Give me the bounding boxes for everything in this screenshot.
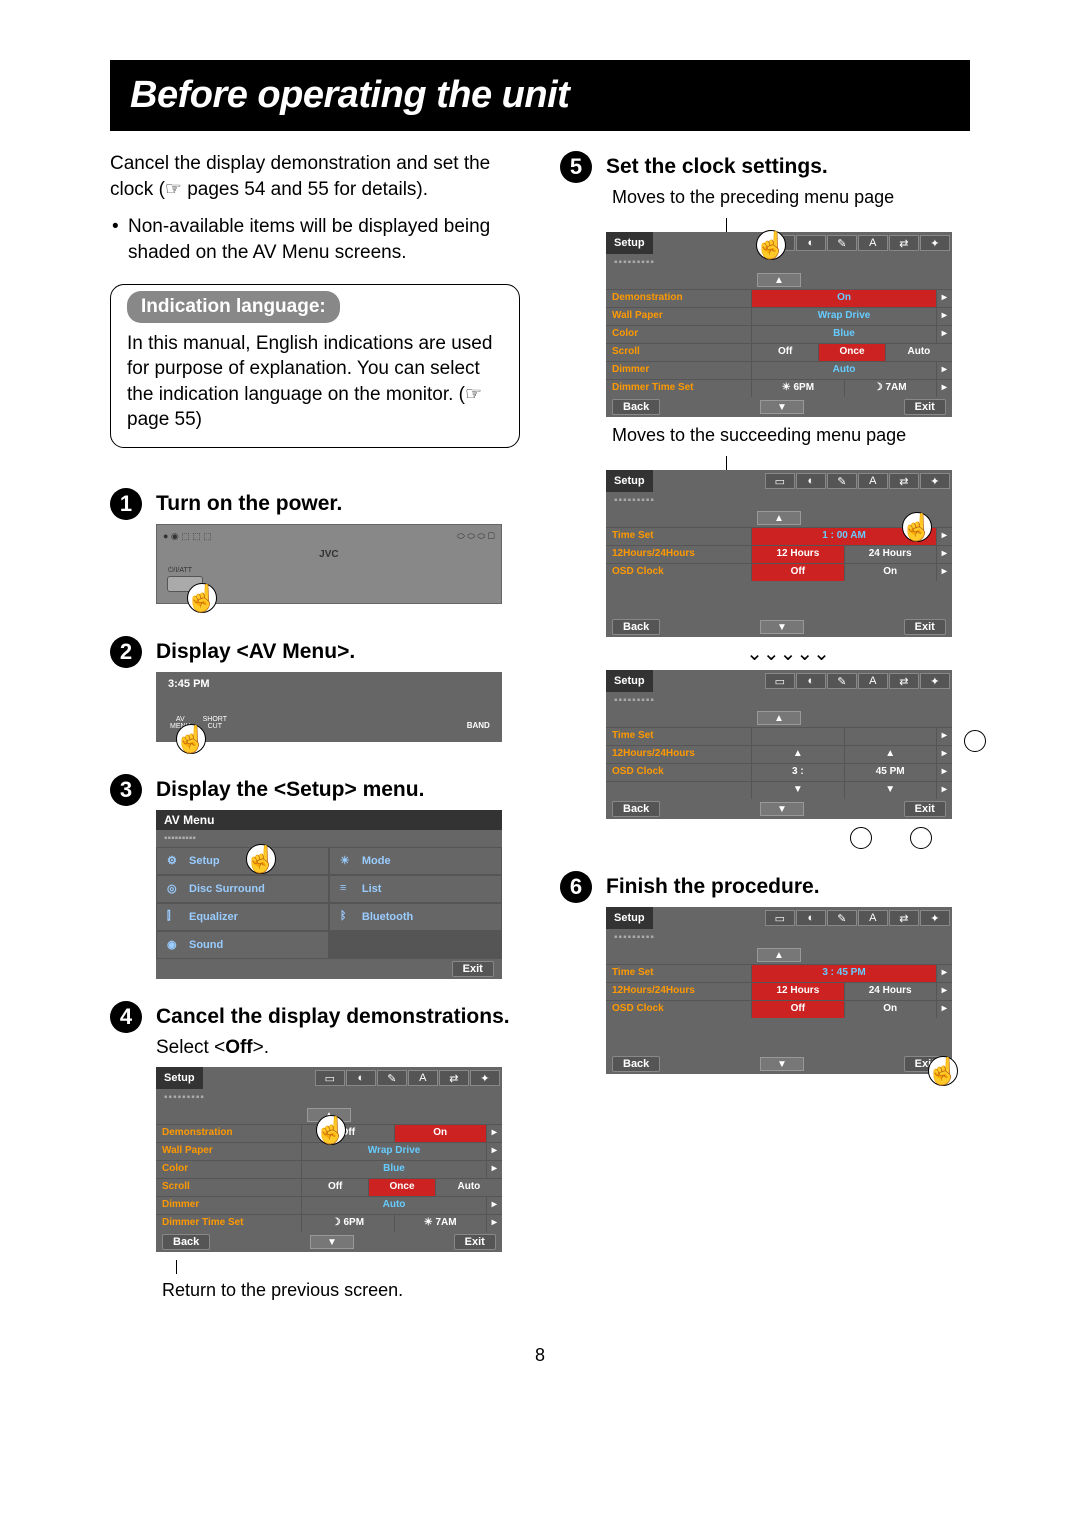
screen-tab: Setup — [606, 907, 653, 929]
step-6: 6 Finish the procedure. Setup ▭◐✎A⇄✦ ▪▪▪… — [560, 871, 970, 1082]
step-2-number: 2 — [110, 636, 142, 668]
step-3-number: 3 — [110, 774, 142, 806]
up-nav[interactable]: ▲ — [757, 511, 801, 525]
down-nav[interactable]: ▼ — [760, 1057, 804, 1071]
up-nav[interactable]: ▲ — [757, 273, 801, 287]
step-1-title: Turn on the power. — [156, 492, 520, 516]
language-text: In this manual, English indications are … — [127, 331, 503, 434]
step-5-cap1: Moves to the preceding menu page — [612, 187, 970, 208]
exit-button[interactable]: Exit — [904, 619, 946, 635]
step-3: 3 Display the <Setup> menu. AV Menu ▪▪▪▪… — [110, 774, 520, 987]
intro-text: Cancel the display demonstration and set… — [110, 151, 520, 202]
back-button[interactable]: Back — [612, 619, 660, 635]
screen-tab: Setup — [606, 670, 653, 692]
menu-bt[interactable]: ᛒBluetooth — [329, 903, 502, 931]
av-menu-screen: AV Menu ▪▪▪▪▪▪▪▪▪ ⚙Setup ☀Mode ◎Disc Sur… — [156, 810, 502, 979]
av-menu-header: AV Menu — [156, 810, 502, 830]
clock-display: 3:45 PM — [168, 678, 210, 690]
power-button-label: ⏻/I/ATT — [168, 567, 192, 575]
callout-1: ① — [850, 827, 872, 849]
menu-list[interactable]: ≡List — [329, 875, 502, 903]
up-nav[interactable]: ▲ — [757, 948, 801, 962]
down-nav[interactable]: ▼ — [310, 1235, 354, 1249]
step-6-title: Finish the procedure. — [606, 875, 970, 899]
language-box: Indication language: In this manual, Eng… — [110, 284, 520, 449]
setup-screen-5a: Setup ▭◐✎A⇄✦ ▪▪▪▪▪▪▪▪▪ ▲ DemonstrationOn… — [606, 232, 952, 417]
setup-screen-5b: Setup ▭◐✎A⇄✦ ▪▪▪▪▪▪▪▪▪ ▲ Time Set1 : 00 … — [606, 470, 952, 637]
step-1: 1 Turn on the power. ● ◉ ⬚ ⬚ ⬚ ⬭ ⬭ ⬭ ▢ J… — [110, 488, 520, 622]
menu-sound[interactable]: ◉Sound — [156, 931, 329, 959]
step-4-caption: Return to the previous screen. — [162, 1280, 520, 1301]
up-nav[interactable]: ▲ — [757, 711, 801, 725]
page-number: 8 — [110, 1345, 970, 1366]
back-button[interactable]: Back — [612, 399, 660, 415]
menu-disc[interactable]: ◎Disc Surround — [156, 875, 329, 903]
step-2: 2 Display <AV Menu>. 3:45 PM AVMENU SHOR… — [110, 636, 520, 760]
screen-tab: Setup — [156, 1067, 203, 1089]
page-title: Before operating the unit — [110, 60, 970, 131]
screen-tab: Setup — [606, 232, 653, 254]
menu-eq[interactable]: ⫿Equalizer — [156, 903, 329, 931]
step-4-title: Cancel the display demonstrations. — [156, 1005, 520, 1029]
bullet-note: Non-available items will be displayed be… — [110, 214, 520, 265]
down-nav[interactable]: ▼ — [760, 802, 804, 816]
av-menu-button: AVMENU — [166, 714, 195, 732]
back-button[interactable]: Back — [612, 801, 660, 817]
step-2-title: Display <AV Menu>. — [156, 640, 520, 664]
step-5-cap2: Moves to the succeeding menu page — [612, 425, 970, 446]
device-panel: ● ◉ ⬚ ⬚ ⬚ ⬭ ⬭ ⬭ ▢ JVC ⏻/I/ATT ☝ — [156, 524, 502, 604]
step-3-title: Display the <Setup> menu. — [156, 778, 520, 802]
menu-mode[interactable]: ☀Mode — [329, 847, 502, 875]
language-label: Indication language: — [127, 291, 340, 323]
step-4-number: 4 — [110, 1001, 142, 1033]
exit-button[interactable]: Exit — [904, 801, 946, 817]
back-button[interactable]: Back — [612, 1056, 660, 1072]
exit-button[interactable]: Exit — [904, 1056, 946, 1072]
step-4-sub: Select <Off>. — [156, 1037, 520, 1059]
setup-screen-5c: Setup ▭◐✎A⇄✦ ▪▪▪▪▪▪▪▪▪ ▲ Time Set▸12Hour… — [606, 670, 952, 819]
step-6-number: 6 — [560, 871, 592, 903]
callout-3: ③ — [964, 730, 986, 752]
shortcut-button: SHORTCUT — [199, 714, 231, 732]
screen-tab: Setup — [606, 470, 653, 492]
exit-button[interactable]: Exit — [452, 961, 494, 977]
setup-screen-6: Setup ▭◐✎A⇄✦ ▪▪▪▪▪▪▪▪▪ ▲ Time Set3 : 45 … — [606, 907, 952, 1074]
down-nav[interactable]: ▼ — [760, 620, 804, 634]
step-5-title: Set the clock settings. — [606, 155, 970, 179]
up-nav[interactable]: ▲ — [307, 1108, 351, 1122]
back-button[interactable]: Back — [162, 1234, 210, 1250]
exit-button[interactable]: Exit — [454, 1234, 496, 1250]
exit-button[interactable]: Exit — [904, 399, 946, 415]
step-4: 4 Cancel the display demonstrations. Sel… — [110, 1001, 520, 1311]
av-menu-bar: 3:45 PM AVMENU SHORTCUT BAND ☝ — [156, 672, 502, 742]
step-1-number: 1 — [110, 488, 142, 520]
setup-screen-4: Setup ▭◐✎A⇄✦ ▪▪▪▪▪▪▪▪▪ ▲ DemonstrationOf… — [156, 1067, 502, 1252]
callout-2: ② — [910, 827, 932, 849]
step-5: 5 Set the clock settings. Moves to the p… — [560, 151, 970, 827]
brand-logo: JVC — [319, 549, 338, 560]
menu-setup[interactable]: ⚙Setup — [156, 847, 329, 875]
band-label: BAND — [467, 721, 490, 730]
step-5-number: 5 — [560, 151, 592, 183]
down-nav[interactable]: ▼ — [760, 400, 804, 414]
